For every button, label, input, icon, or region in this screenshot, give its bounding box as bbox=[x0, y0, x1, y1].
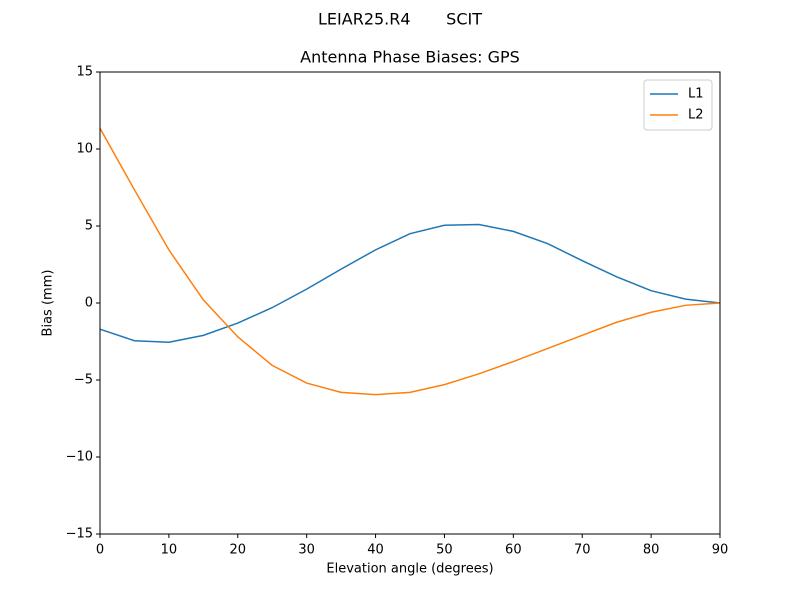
x-tick-label: 0 bbox=[96, 543, 104, 558]
x-tick-label: 40 bbox=[367, 543, 384, 558]
y-tick-label: 5 bbox=[85, 219, 93, 234]
x-tick-label: 20 bbox=[230, 543, 247, 558]
legend-label: L1 bbox=[688, 87, 704, 102]
x-tick-label: 60 bbox=[505, 543, 522, 558]
y-tick-label: 0 bbox=[85, 296, 93, 311]
y-tick-label: 15 bbox=[76, 65, 93, 80]
line-series bbox=[99, 223, 721, 344]
x-tick-label: 80 bbox=[643, 543, 660, 558]
chart-title: Antenna Phase Biases: GPS bbox=[300, 48, 520, 67]
plot-frame bbox=[99, 71, 721, 535]
legend-label: L2 bbox=[688, 108, 704, 123]
suptitle: LEIAR25.R4 SCIT bbox=[318, 10, 482, 29]
x-axis-label: Elevation angle (degrees) bbox=[326, 562, 493, 577]
y-tick-label: −10 bbox=[66, 450, 93, 465]
x-tick-label: 70 bbox=[574, 543, 591, 558]
x-tick-label: 30 bbox=[298, 543, 315, 558]
x-tick-label: 90 bbox=[712, 543, 729, 558]
y-axis-label: Bias (mm) bbox=[41, 270, 56, 337]
x-tick-label: 10 bbox=[161, 543, 178, 558]
legend-box bbox=[643, 79, 713, 131]
x-tick-label: 50 bbox=[436, 543, 453, 558]
y-tick-label: 10 bbox=[76, 142, 93, 157]
y-tick-label: −5 bbox=[74, 373, 93, 388]
line-series bbox=[99, 127, 721, 396]
y-tick-label: −15 bbox=[66, 527, 93, 542]
